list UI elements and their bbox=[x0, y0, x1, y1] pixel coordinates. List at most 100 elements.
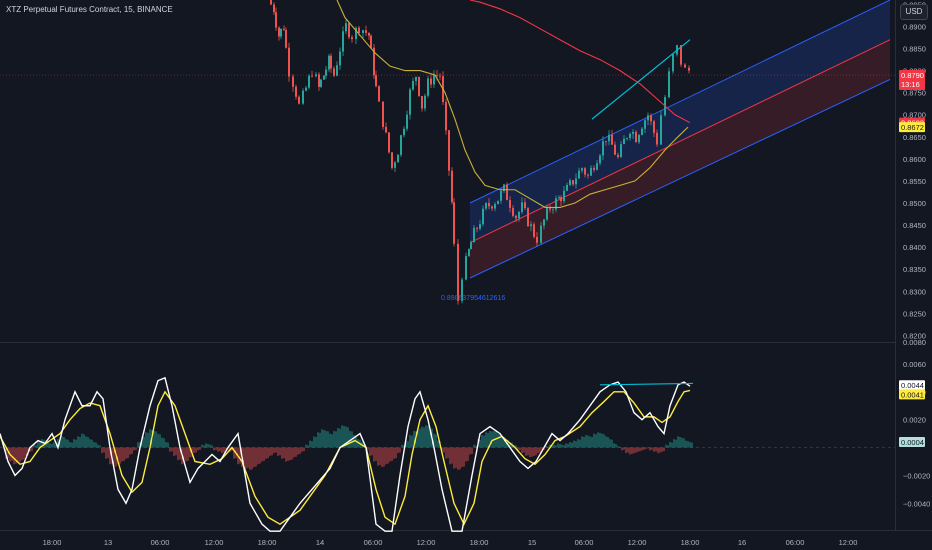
osc-trendline-cyan[interactable] bbox=[599, 382, 694, 386]
osc-label-bg bbox=[899, 380, 925, 391]
candle-body bbox=[672, 54, 674, 72]
time-tick-label: 18:00 bbox=[43, 538, 62, 547]
candle-body bbox=[653, 121, 655, 133]
candle-body bbox=[448, 130, 450, 171]
candle-body bbox=[485, 203, 487, 209]
osc-label: 0.0044 bbox=[901, 381, 924, 390]
candle-body bbox=[470, 242, 472, 250]
candle-body bbox=[644, 120, 646, 129]
candle-body bbox=[285, 29, 287, 48]
trendline-cyan[interactable] bbox=[591, 39, 691, 120]
candle-body bbox=[378, 86, 380, 102]
candle-body bbox=[491, 206, 493, 209]
candle-body bbox=[494, 204, 496, 209]
candle-body bbox=[587, 174, 589, 176]
price-countdown: 13:16 bbox=[901, 80, 920, 89]
price-tick-label: 0.8200 bbox=[903, 331, 926, 340]
candle-body bbox=[479, 224, 481, 229]
price-tick-label: 0.8650 bbox=[903, 133, 926, 142]
candle-body bbox=[476, 227, 478, 229]
channel-upper-line[interactable] bbox=[469, 0, 891, 204]
currency-button[interactable]: USD bbox=[900, 4, 928, 20]
price-label: 0.8790 bbox=[901, 71, 924, 80]
candle-body bbox=[623, 138, 625, 145]
candle-body bbox=[320, 79, 322, 87]
candle-body bbox=[308, 75, 310, 88]
price-tick-label: 0.8900 bbox=[903, 22, 926, 31]
time-tick-label: 06:00 bbox=[786, 538, 805, 547]
candle-body bbox=[473, 227, 475, 243]
candle-body bbox=[524, 202, 526, 209]
osc-fast-line[interactable] bbox=[0, 376, 691, 532]
candle-body bbox=[270, 0, 272, 5]
osc-slow-line[interactable] bbox=[0, 389, 691, 526]
candle-body bbox=[311, 75, 313, 77]
time-tick-label: 06:00 bbox=[364, 538, 383, 547]
candle-body bbox=[445, 102, 447, 131]
candle-body bbox=[617, 154, 619, 158]
osc-tick-label: −0.0020 bbox=[903, 471, 930, 480]
price-tick-label: 0.8600 bbox=[903, 155, 926, 164]
candle-body bbox=[566, 184, 568, 191]
ma-red-line[interactable] bbox=[469, 0, 691, 124]
candle-body bbox=[292, 76, 294, 87]
osc-tick-label: 0.0020 bbox=[903, 416, 926, 425]
ma-yellow-line[interactable] bbox=[336, 0, 689, 208]
candle-body bbox=[412, 80, 414, 90]
candle-body bbox=[328, 55, 330, 70]
candle-body bbox=[684, 64, 686, 68]
price-label: 0.8672 bbox=[901, 123, 924, 132]
candle-body bbox=[540, 225, 542, 243]
candle-body bbox=[680, 45, 682, 65]
channel-middle-line[interactable] bbox=[469, 39, 891, 244]
time-tick-label: 06:00 bbox=[575, 538, 594, 547]
candle-body bbox=[549, 207, 551, 210]
candle-body bbox=[533, 224, 535, 237]
candle-body bbox=[668, 71, 670, 98]
candle-body bbox=[602, 141, 604, 156]
candle-body bbox=[506, 184, 508, 201]
candle-body bbox=[453, 202, 455, 244]
candle-body bbox=[620, 144, 622, 158]
osc-label: 0.0004 bbox=[901, 438, 924, 447]
osc-label-bg bbox=[899, 389, 925, 400]
candle-body bbox=[375, 75, 377, 87]
candle-body bbox=[641, 128, 643, 135]
candle-body bbox=[543, 219, 545, 226]
candle-body bbox=[626, 137, 628, 139]
price-tick-label: 0.8750 bbox=[903, 89, 926, 98]
candle-body bbox=[288, 47, 290, 77]
candle-body bbox=[635, 131, 637, 143]
time-tick-label: 18:00 bbox=[258, 538, 277, 547]
candle-body bbox=[439, 75, 441, 77]
price-tick-label: 0.8350 bbox=[903, 265, 926, 274]
osc-label-bg bbox=[899, 436, 925, 447]
candle-body bbox=[409, 89, 411, 115]
candle-body bbox=[283, 28, 285, 30]
candle-body bbox=[509, 200, 511, 208]
candle-body bbox=[593, 167, 595, 170]
channel-lower-line[interactable] bbox=[469, 78, 891, 279]
candle-body bbox=[546, 207, 548, 220]
candle-body bbox=[345, 23, 347, 32]
candle-body bbox=[278, 27, 280, 37]
candle-body bbox=[451, 170, 453, 203]
candle-body bbox=[590, 167, 592, 176]
candle-body bbox=[647, 115, 649, 121]
candle-body bbox=[629, 133, 631, 138]
price-tick-label: 0.8250 bbox=[903, 309, 926, 318]
price-annotation: 0.898637954612616 bbox=[441, 295, 505, 302]
candle-body bbox=[482, 208, 484, 225]
candle-body bbox=[503, 184, 505, 191]
candle-body bbox=[336, 65, 338, 76]
candle-body bbox=[461, 279, 463, 301]
candle-body bbox=[418, 76, 420, 96]
time-tick-label: 13 bbox=[104, 538, 112, 547]
candle-body bbox=[558, 197, 560, 199]
candle-body bbox=[362, 30, 364, 34]
candle-body bbox=[394, 162, 396, 168]
price-tick-label: 0.8850 bbox=[903, 45, 926, 54]
candle-body bbox=[552, 209, 554, 211]
price-tick-label: 0.8550 bbox=[903, 177, 926, 186]
